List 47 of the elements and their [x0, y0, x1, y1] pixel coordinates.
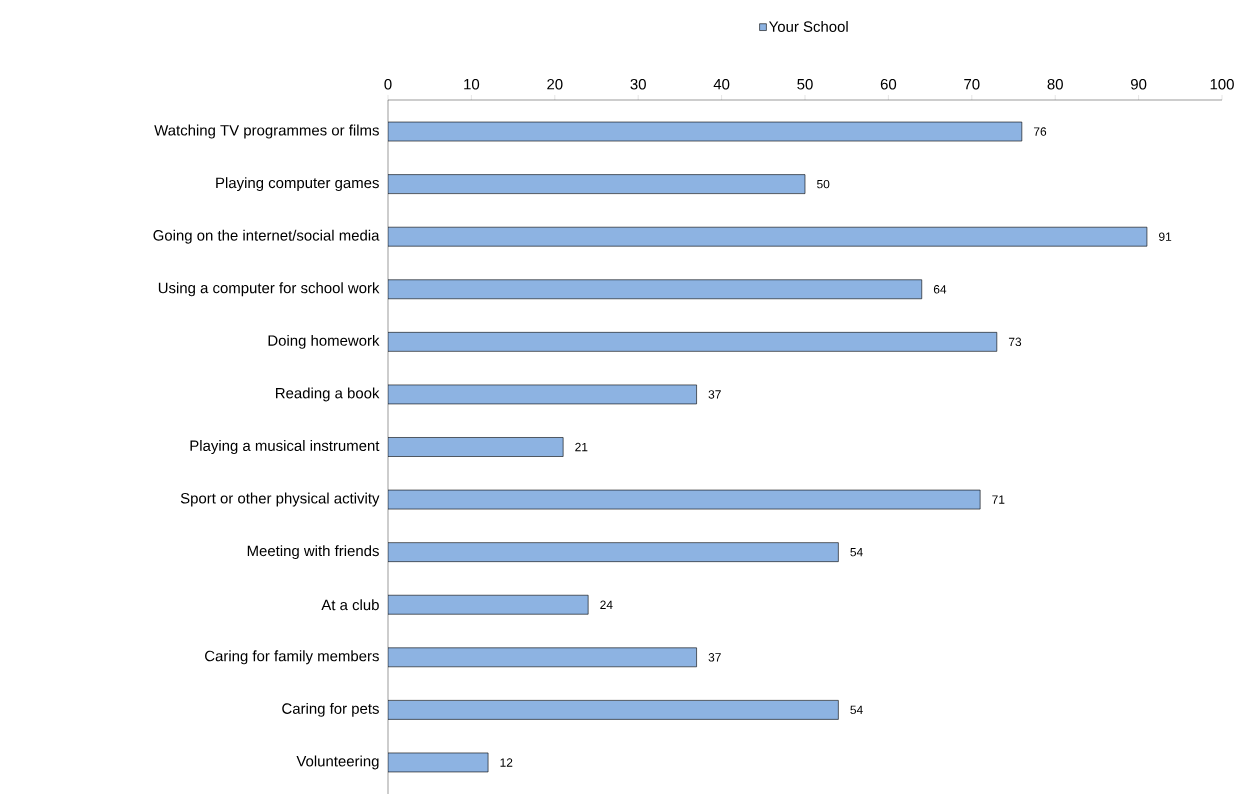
- y-tick-label: Volunteering: [296, 755, 379, 770]
- y-tick-label: Reading a book: [276, 387, 380, 402]
- x-tick-label: 20: [547, 78, 563, 90]
- x-tick-label: 60: [880, 78, 897, 90]
- data-label: 24: [600, 600, 613, 609]
- data-label: 37: [708, 652, 721, 662]
- y-tick-label: Going on the internet/social media: [153, 229, 380, 244]
- data-label: 76: [1033, 127, 1047, 136]
- data-label: 64: [933, 284, 947, 294]
- x-tick-label: 90: [1130, 78, 1147, 90]
- data-label: 37: [708, 390, 721, 399]
- bar: [388, 699, 839, 720]
- data-label: 50: [817, 179, 830, 189]
- x-tick-label: 40: [713, 78, 730, 90]
- bar: [388, 331, 998, 352]
- bar: [388, 437, 564, 457]
- x-tick-label: 80: [1047, 78, 1063, 90]
- y-tick-label: Meeting with friends: [247, 545, 379, 560]
- y-tick-label: Watching TV programmes or films: [154, 124, 379, 139]
- x-tick-label: 50: [797, 78, 813, 90]
- y-tick-label: At a club: [321, 599, 379, 611]
- data-label: 54: [850, 705, 863, 714]
- x-tick-label: 30: [630, 78, 646, 90]
- y-tick-label: Using a computer for school work: [158, 282, 380, 297]
- x-tick-label: 70: [964, 78, 980, 90]
- x-tick-label: 0: [384, 78, 392, 90]
- bar: [388, 647, 697, 668]
- data-label: 91: [1159, 232, 1172, 241]
- data-label: 12: [500, 758, 513, 767]
- y-tick-label: Playing computer games: [216, 177, 379, 191]
- bar: [388, 594, 589, 615]
- y-tick-label: Caring for family members: [205, 650, 379, 665]
- data-label: 71: [992, 495, 1005, 504]
- bar: [388, 542, 839, 562]
- data-label: 73: [1008, 337, 1022, 346]
- y-tick-label: Caring for pets: [282, 702, 379, 717]
- legend-label: Your School: [769, 20, 848, 32]
- bar: [388, 174, 806, 194]
- bar: [388, 279, 923, 299]
- y-tick-label: Playing a musical instrument: [190, 439, 380, 454]
- bar: [388, 226, 1148, 247]
- x-tick-label: 10: [464, 78, 480, 90]
- y-tick-label: Sport or other physical activity: [180, 492, 380, 507]
- data-label: 21: [575, 442, 588, 452]
- y-tick-label: Doing homework: [268, 334, 380, 349]
- x-tick-label: 100: [1210, 78, 1234, 90]
- data-label: 54: [850, 547, 863, 557]
